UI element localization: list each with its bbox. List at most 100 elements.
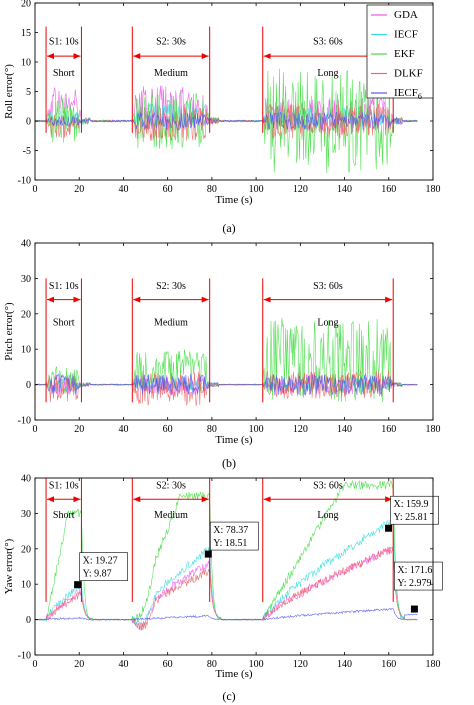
y-tick-label: 30 <box>21 509 31 520</box>
x-axis-label: Time (s) <box>215 668 253 680</box>
x-tick-label: 80 <box>207 184 217 195</box>
segment-duration: Short <box>53 510 75 521</box>
x-tick-label: 20 <box>74 659 84 670</box>
y-axis-label: Yaw error(°) <box>3 538 15 594</box>
datatip-3: X: 159.9 Y: 25.81 <box>385 495 439 532</box>
segment-label: S3: 60s <box>313 36 343 47</box>
segment-1: S1: 10s Short <box>45 278 82 403</box>
x-tick-label: 60 <box>163 184 173 195</box>
datatip-x: X: 78.37 <box>213 525 248 536</box>
x-tick-label: 0 <box>33 424 38 435</box>
segment-duration: Long <box>317 317 338 328</box>
x-tick-label: 100 <box>249 659 264 670</box>
segment-1: S1: 10s Short <box>45 26 82 133</box>
x-tick-label: 60 <box>163 424 173 435</box>
segment-2: S2: 30s Medium <box>131 278 211 403</box>
x-tick-label: 180 <box>426 184 441 195</box>
datatip-marker <box>204 550 212 558</box>
segment-label: S3: 60s <box>313 281 343 292</box>
datatip-box <box>209 521 259 551</box>
y-tick-label: 15 <box>21 28 31 39</box>
segment-label: S1: 10s <box>49 481 79 492</box>
datatip-marker <box>74 581 82 589</box>
x-tick-label: 160 <box>381 424 396 435</box>
x-tick-label: 20 <box>74 424 84 435</box>
y-tick-label: -5 <box>23 146 31 157</box>
y-tick-label: 20 <box>21 0 31 10</box>
y-tick-label: 10 <box>21 345 31 356</box>
segment-duration: Medium <box>154 510 188 521</box>
series-line-iecf6 <box>34 373 418 396</box>
y-axis-label: Roll error(°) <box>3 64 15 119</box>
y-tick-label: 20 <box>21 544 31 555</box>
datatip-x: X: 19.27 <box>83 556 118 567</box>
x-tick-label: 40 <box>118 184 128 195</box>
series-line-iecf6 <box>34 111 418 131</box>
datatip-marker <box>410 605 418 613</box>
x-tick-label: 20 <box>74 184 84 195</box>
segment-label: S1: 10s <box>49 36 79 47</box>
x-tick-label: 100 <box>249 184 264 195</box>
series-group <box>34 68 418 174</box>
panel-caption: (c) <box>222 689 235 703</box>
segment-3: S3: 60s Long <box>262 278 394 403</box>
datatip-box <box>394 561 443 591</box>
datatip-x: X: 159.9 <box>394 499 429 510</box>
legend-box <box>366 4 434 99</box>
datatip-y: Y: 2.979 <box>397 578 431 589</box>
y-tick-label: -10 <box>18 651 31 662</box>
segment-duration: Short <box>53 317 75 328</box>
segment-label: S3: 60s <box>313 481 343 492</box>
x-tick-label: 160 <box>381 659 396 670</box>
x-tick-label: 120 <box>293 659 308 670</box>
y-tick-label: -10 <box>18 176 31 187</box>
y-tick-label: 0 <box>26 615 31 626</box>
series-line-iecf6 <box>34 608 418 621</box>
x-tick-label: 0 <box>33 184 38 195</box>
x-tick-label: 140 <box>337 184 352 195</box>
x-axis-label: Time (s) <box>215 434 253 446</box>
y-axis-label: Pitch error(°) <box>3 302 15 361</box>
series-line-ekf <box>34 479 418 623</box>
y-tick-label: 10 <box>21 580 31 591</box>
panel-3: S1: 10s Short S2: 30s Medium S3: 60s Long X: 1… <box>3 474 443 703</box>
y-tick-label: 30 <box>21 274 31 285</box>
legend: GDA IECF EKF DLKF IECF6 <box>366 4 434 101</box>
plot-frame <box>34 477 434 656</box>
x-tick-label: 180 <box>426 424 441 435</box>
segment-duration: Short <box>53 68 75 79</box>
y-tick-label: -10 <box>18 416 31 427</box>
series-group <box>34 318 418 406</box>
segment-3: S3: 60s Long <box>262 478 394 602</box>
legend-label: GDA <box>394 9 418 21</box>
legend-label: IECF6 <box>394 87 422 101</box>
datatip-y: Y: 9.87 <box>83 569 112 580</box>
datatip-box <box>390 495 439 525</box>
datatip-box <box>79 552 128 581</box>
x-tick-label: 0 <box>33 659 38 670</box>
y-tick-label: 20 <box>21 309 31 320</box>
x-tick-label: 80 <box>207 424 217 435</box>
panel-2: S1: 10s Short S2: 30s Medium S3: 60s Long 0 20 4… <box>3 239 441 471</box>
x-tick-label: 100 <box>249 424 264 435</box>
datatip-y: Y: 18.51 <box>213 538 247 549</box>
panel-caption: (b) <box>222 456 236 470</box>
datatip-1: X: 19.27 Y: 9.87 <box>74 552 128 589</box>
segment-label: S2: 30s <box>156 281 186 292</box>
y-tick-label: 5 <box>26 87 31 98</box>
x-tick-label: 180 <box>426 659 441 670</box>
y-tick-label: 0 <box>26 117 31 128</box>
x-tick-label: 160 <box>381 184 396 195</box>
x-tick-label: 140 <box>337 424 352 435</box>
segment-label: S2: 30s <box>156 36 186 47</box>
legend-label: EKF <box>394 48 415 60</box>
datatip-y: Y: 25.81 <box>394 512 428 523</box>
plot-frame <box>34 242 434 421</box>
legend-label: DLKF <box>394 68 423 80</box>
x-tick-label: 60 <box>163 659 173 670</box>
x-tick-label: 120 <box>293 184 308 195</box>
panel-1: S1: 10s Short S2: 30s Medium S3: 60s Long 0 20 4… <box>3 0 441 235</box>
y-tick-label: 40 <box>21 474 31 485</box>
datatip-marker <box>385 524 393 532</box>
